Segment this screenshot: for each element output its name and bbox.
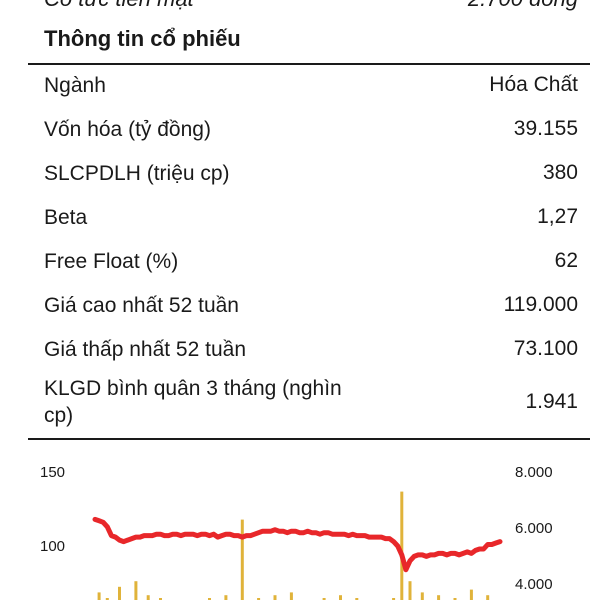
volume-bar	[420, 592, 424, 600]
info-value: 1,27	[537, 205, 578, 228]
section-title: Thông tin cổ phiếu	[44, 26, 241, 51]
info-label: Giá cao nhất 52 tuần	[44, 293, 239, 317]
volume-bar	[105, 598, 109, 600]
info-value: Hóa Chất	[489, 73, 578, 96]
volume-bar	[339, 595, 342, 600]
volume-bar	[146, 595, 150, 600]
right-tick-4000: 4.000	[515, 576, 553, 593]
volume-bar	[355, 598, 359, 600]
cash-dividend-label: Cổ tức tiền mặt	[44, 0, 194, 16]
info-label: Giá thấp nhất 52 tuần	[44, 337, 246, 361]
volume-bar	[134, 581, 138, 600]
info-row-free-float: Free Float (%) 62	[44, 239, 578, 283]
volume-bar	[408, 581, 412, 600]
volume-bar	[273, 595, 277, 600]
title-divider	[28, 63, 590, 65]
info-row-shares-outstanding: SLCPDLH (triệu cp) 380	[44, 151, 578, 195]
info-value: 62	[554, 249, 578, 272]
info-value: 73.100	[513, 337, 578, 360]
cash-dividend-row: Cổ tức tiền mặt 2.700 đồng	[44, 0, 578, 16]
cash-dividend-value: 2.700 đồng	[468, 0, 578, 16]
volume-bar	[486, 595, 490, 600]
info-label: SLCPDLH (triệu cp)	[44, 161, 230, 185]
right-tick-6000: 6.000	[515, 520, 553, 537]
volume-bars	[97, 491, 490, 600]
volume-bar	[224, 595, 228, 600]
right-tick-8000: 8.000	[515, 464, 553, 481]
volume-bar	[97, 592, 101, 600]
info-row-52w-low: Giá thấp nhất 52 tuần 73.100	[44, 327, 578, 371]
table-divider	[28, 438, 590, 440]
left-tick-150: 150	[40, 464, 65, 481]
info-label: Beta	[44, 205, 88, 229]
info-label: KLGD bình quân 3 tháng (nghìn cp)	[44, 377, 342, 427]
volume-bar	[257, 598, 261, 600]
stock-info-table: Ngành Hóa Chất Vốn hóa (tỷ đồng) 39.155 …	[44, 63, 578, 433]
volume-bar	[322, 598, 326, 600]
info-label: Ngành	[44, 73, 106, 97]
volume-bar	[392, 598, 396, 600]
info-row-avg-volume: KLGD bình quân 3 tháng (nghìn cp) 1.941	[44, 371, 578, 433]
info-label: Free Float (%)	[44, 249, 179, 273]
volume-bar	[289, 592, 293, 600]
left-tick-100: 100	[40, 538, 65, 555]
info-row-industry: Ngành Hóa Chất	[44, 63, 578, 107]
info-row-beta: Beta 1,27	[44, 195, 578, 239]
info-value: 119.000	[503, 293, 578, 316]
info-row-52w-high: Giá cao nhất 52 tuần 119.000	[44, 283, 578, 327]
volume-bar	[240, 519, 244, 600]
volume-bar	[453, 598, 457, 600]
volume-bar	[469, 589, 473, 600]
price-line	[92, 516, 503, 573]
volume-bar	[208, 598, 211, 600]
volume-bar	[118, 586, 121, 600]
volume-bar	[400, 491, 404, 600]
info-value: 39.155	[513, 117, 578, 140]
info-value: 1.941	[525, 390, 578, 413]
volume-bar	[159, 598, 162, 600]
info-value: 380	[542, 161, 578, 184]
info-label: Vốn hóa (tỷ đồng)	[44, 117, 211, 141]
info-row-market-cap: Vốn hóa (tỷ đồng) 39.155	[44, 107, 578, 151]
volume-bar	[437, 595, 441, 600]
price-volume-chart: 150 100 8.000 6.000 4.000	[40, 464, 553, 600]
